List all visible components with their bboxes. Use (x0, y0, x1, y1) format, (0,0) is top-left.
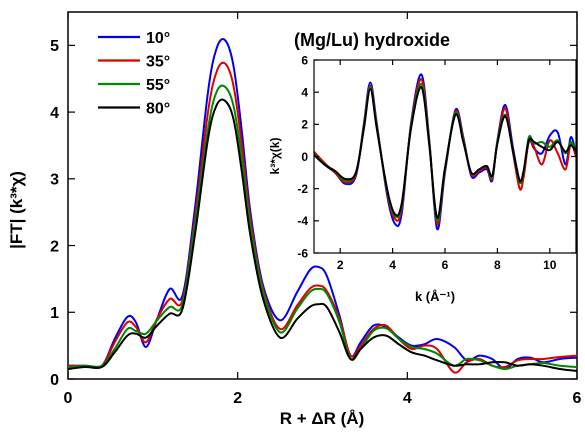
inset-ticks: 2 4 6 8 10 -6 -4 -2 0 2 4 6 (297, 53, 576, 272)
inset-background (314, 60, 576, 253)
main-ylabel: |FT| (k³*χ) (7, 171, 26, 249)
main-xtick-label: 2 (233, 390, 242, 407)
main-plot-frame (67, 11, 578, 380)
inset-series-line-4 (314, 86, 576, 219)
legend-label: 10° (146, 30, 170, 47)
main-ytick-label: 3 (50, 172, 59, 189)
main-xtick-label: 6 (573, 390, 582, 407)
main-xtick-label: 4 (403, 390, 412, 407)
main-xtick-label: 0 (64, 390, 73, 407)
inset-series-lines (314, 73, 576, 231)
inset-xtick-label: 8 (494, 258, 501, 272)
inset-ytick-label: 0 (301, 150, 308, 164)
main-ytick-label: 5 (50, 38, 59, 55)
main-ytick-label: 0 (50, 372, 59, 389)
legend-label: 35° (146, 54, 170, 71)
legend-label: 55° (146, 77, 170, 94)
main-ytick-label: 2 (50, 238, 59, 255)
inset-ytick-label: 2 (301, 118, 308, 132)
inset-xlabel: k (Å⁻¹) (415, 289, 455, 304)
main-ytick-label: 1 (50, 305, 59, 322)
inset-ytick-label: 4 (301, 85, 308, 99)
inset-ytick-label: -4 (297, 214, 308, 228)
inset-ytick-label: 6 (301, 53, 308, 67)
main-ytick-label: 4 (50, 105, 59, 122)
inset-xtick-label: 4 (389, 258, 396, 272)
main-series-line-3 (68, 84, 577, 370)
main-series-lines (68, 37, 577, 374)
inset-ylabel: k³*χ(k) (268, 138, 282, 175)
main-xlabel: R + ΔR (Å) (280, 409, 364, 428)
inset-xtick-label: 6 (442, 258, 449, 272)
inset-ytick-label: -6 (297, 246, 308, 260)
legend-label: 80° (146, 101, 170, 118)
inset-ytick-label: -2 (297, 182, 308, 196)
inset-xtick-label: 10 (543, 258, 557, 272)
legend: 10° 35° 55° 80° (98, 30, 170, 118)
inset-xtick-label: 2 (337, 258, 344, 272)
chart-title: (Mg/Lu) hydroxide (294, 30, 450, 50)
main-series-line-4 (68, 98, 577, 372)
main-ticks: 0 2 4 6 0 1 2 3 4 5 (50, 12, 582, 407)
